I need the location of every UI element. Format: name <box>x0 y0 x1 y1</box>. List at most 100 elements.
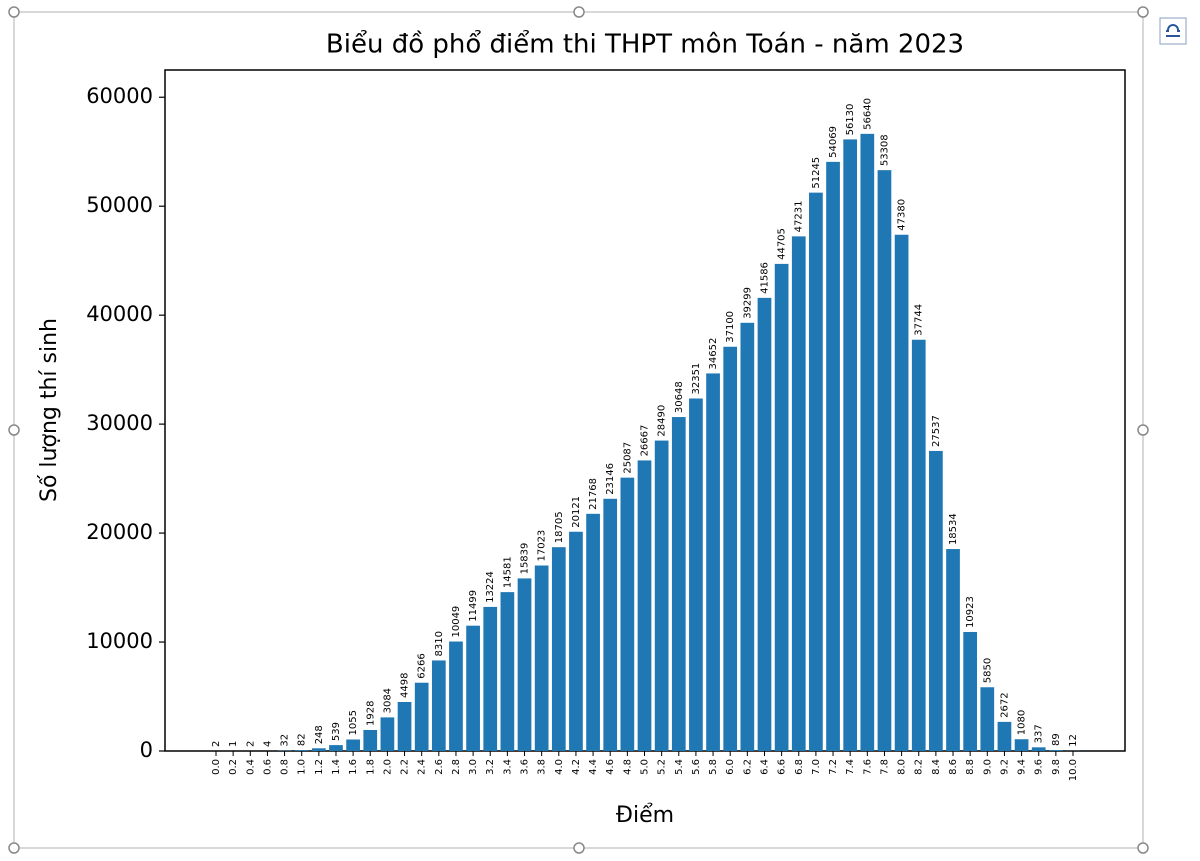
data-label: 47380 <box>897 199 908 231</box>
x-tick-label: 8.0 <box>897 759 908 775</box>
bar <box>843 139 858 751</box>
data-label: 3084 <box>382 688 393 713</box>
data-label: 47231 <box>794 201 805 233</box>
layout-options-icon[interactable] <box>1159 17 1187 45</box>
y-tick-label: 50000 <box>86 193 153 217</box>
handle[interactable] <box>8 424 20 436</box>
bar <box>294 750 309 751</box>
x-tick-label: 7.0 <box>811 759 822 775</box>
data-label: 21768 <box>588 478 599 510</box>
bar <box>1014 739 1029 751</box>
bar <box>620 477 635 751</box>
data-label: 25087 <box>622 442 633 474</box>
bar <box>586 513 600 751</box>
data-label: 2 <box>211 741 222 747</box>
x-tick-label: 9.6 <box>1034 759 1045 775</box>
data-label: 1928 <box>365 701 376 726</box>
bar <box>329 745 343 751</box>
x-tick-label: 1.0 <box>297 759 308 775</box>
data-label: 18705 <box>554 511 565 543</box>
bar <box>466 625 480 751</box>
x-tick-label: 0.8 <box>280 759 291 775</box>
data-label: 10049 <box>451 606 462 638</box>
handle[interactable] <box>8 842 20 854</box>
x-axis-label: Điểm <box>616 803 674 828</box>
x-tick-label: 1.6 <box>348 759 359 775</box>
bar <box>809 192 823 752</box>
resize-handles[interactable] <box>8 6 1149 854</box>
x-tick-label: 0.0 <box>211 759 222 775</box>
x-tick-label: 4.4 <box>588 759 599 775</box>
bar <box>311 748 326 751</box>
x-tick-label: 2.4 <box>417 759 428 775</box>
x-tick-label: 7.6 <box>862 759 873 775</box>
handle[interactable] <box>573 842 585 854</box>
data-label: 2672 <box>999 692 1010 717</box>
bar <box>929 450 943 751</box>
x-tick-label: 8.4 <box>931 759 942 775</box>
bar <box>637 460 652 751</box>
x-tick-label: 5.2 <box>657 759 668 775</box>
handle[interactable] <box>1137 424 1149 436</box>
handle[interactable] <box>573 6 585 18</box>
y-tick-label: 40000 <box>86 302 153 326</box>
bar <box>1031 747 1046 751</box>
data-label: 27537 <box>931 415 942 447</box>
data-label: 1055 <box>348 710 359 735</box>
y-tick-label: 10000 <box>86 629 153 653</box>
data-label: 82 <box>297 733 308 746</box>
bar <box>414 682 429 751</box>
bar <box>911 339 926 751</box>
data-label: 6266 <box>417 653 428 678</box>
x-tick-label: 1.4 <box>331 759 342 775</box>
x-tick-label: 1.2 <box>314 759 325 775</box>
data-label: 20121 <box>571 496 582 528</box>
bar <box>706 373 720 751</box>
bar <box>569 531 583 751</box>
data-label: 14581 <box>502 556 513 588</box>
bar <box>603 498 618 751</box>
data-label: 1 <box>228 741 239 747</box>
data-label: 337 <box>1034 724 1045 743</box>
x-tick-label: 3.4 <box>502 759 513 775</box>
x-tick-label: 5.0 <box>640 759 651 775</box>
data-label: 37744 <box>914 304 925 336</box>
data-label: 1080 <box>1017 710 1028 735</box>
x-tick-label: 8.2 <box>914 759 925 775</box>
data-label: 539 <box>331 722 342 741</box>
bar <box>671 417 686 751</box>
handle[interactable] <box>1137 842 1149 854</box>
data-label: 56130 <box>845 104 856 136</box>
y-tick-label: 20000 <box>86 520 153 544</box>
x-tick-label: 8.8 <box>965 759 976 775</box>
data-label: 44705 <box>777 228 788 260</box>
data-label: 51245 <box>811 157 822 189</box>
x-tick-label: 3.8 <box>537 759 548 775</box>
handle[interactable] <box>1137 6 1149 18</box>
data-label: 2 <box>245 741 256 747</box>
data-label: 30648 <box>674 381 685 413</box>
data-label: 4498 <box>400 673 411 698</box>
data-label: 89 <box>1051 733 1062 746</box>
x-tick-label: 1.8 <box>365 759 376 775</box>
data-label: 56640 <box>862 98 873 130</box>
data-label: 37100 <box>725 311 736 343</box>
x-tick-label: 0.4 <box>245 759 256 775</box>
handle[interactable] <box>8 6 20 18</box>
data-label: 28490 <box>657 405 668 437</box>
bar <box>860 133 875 751</box>
x-tick-label: 2.8 <box>451 759 462 775</box>
data-label: 26667 <box>640 425 651 457</box>
y-tick-label: 0 <box>140 738 153 762</box>
data-label: 15839 <box>520 543 531 575</box>
x-tick-label: 3.0 <box>468 759 479 775</box>
x-tick-label: 8.6 <box>948 759 959 775</box>
data-label: 34652 <box>708 338 719 370</box>
x-tick-label: 9.8 <box>1051 759 1062 775</box>
x-tick-label: 2.6 <box>434 759 445 775</box>
y-tick-label: 30000 <box>86 411 153 435</box>
x-tick-label: 5.6 <box>691 759 702 775</box>
bar <box>826 161 840 751</box>
